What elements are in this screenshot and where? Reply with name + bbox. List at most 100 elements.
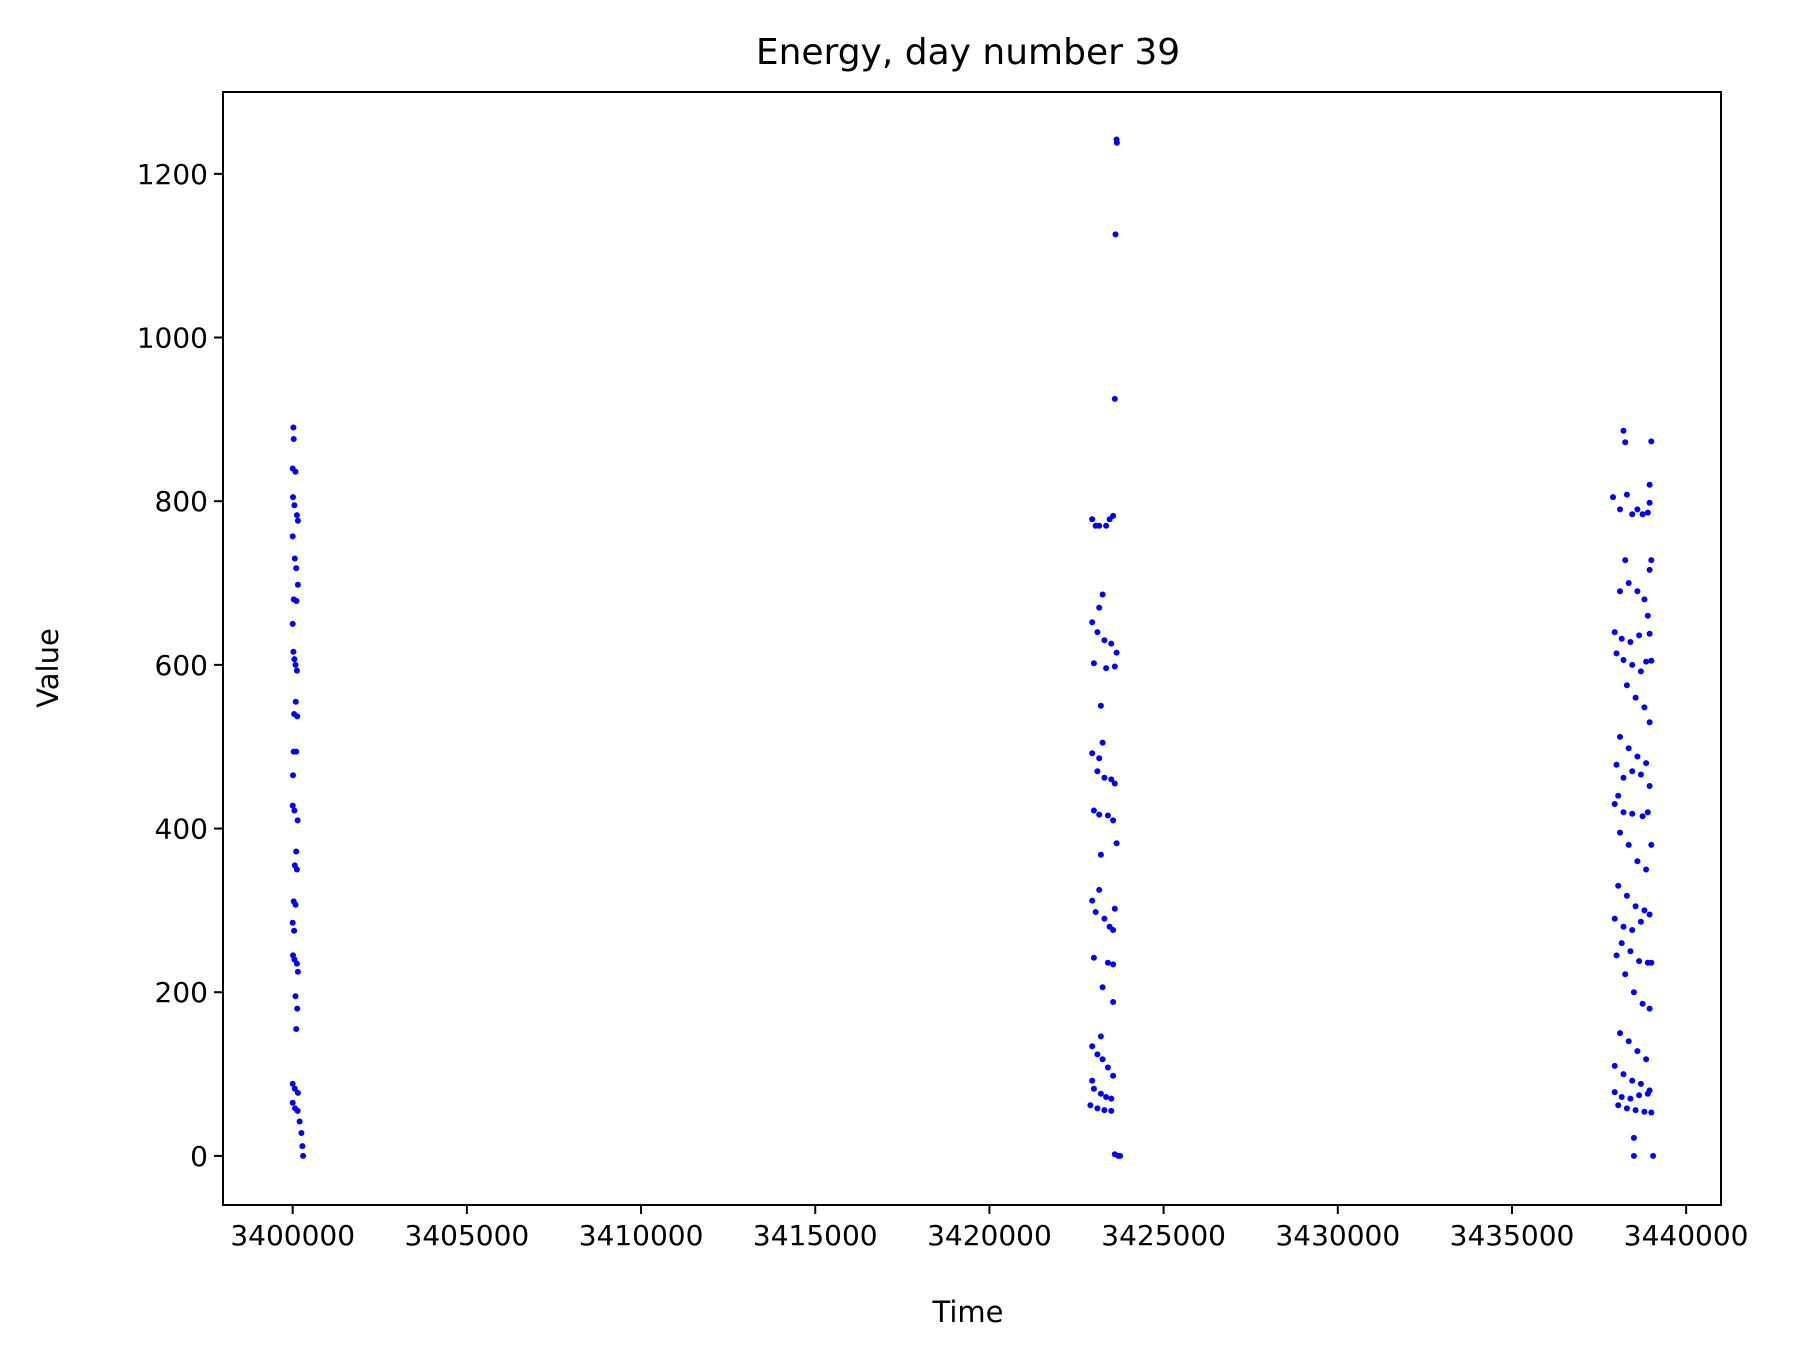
data-point (294, 581, 301, 588)
data-point (1646, 630, 1653, 637)
data-point (293, 598, 300, 604)
data-point (294, 1107, 301, 1114)
plot-frame (222, 91, 1722, 1206)
y-tick-label: 200 (155, 976, 208, 1009)
scatter-points (289, 136, 1657, 1159)
data-point (1634, 858, 1641, 865)
data-point (1646, 911, 1653, 918)
data-point (1648, 657, 1655, 664)
data-point (1103, 665, 1110, 672)
data-point (1639, 813, 1646, 820)
data-point (1113, 139, 1120, 146)
data-point (1641, 704, 1648, 711)
data-point (1617, 588, 1623, 595)
x-tick-label: 3415000 (753, 1219, 878, 1252)
data-point (1636, 632, 1643, 639)
data-point (292, 661, 299, 668)
data-point (1643, 866, 1650, 873)
y-tick-label: 0 (190, 1140, 208, 1173)
data-point (1611, 915, 1618, 922)
data-point (298, 1130, 305, 1136)
data-point (1646, 783, 1653, 789)
data-point (1101, 774, 1108, 781)
data-point (293, 512, 300, 519)
data-point (1629, 768, 1636, 775)
data-point (290, 494, 296, 501)
data-point (1615, 1102, 1622, 1109)
data-point (1648, 1109, 1655, 1116)
data-point (1629, 661, 1636, 668)
data-point (1096, 522, 1103, 529)
data-point (1615, 792, 1622, 799)
data-point (1643, 658, 1650, 665)
data-point (294, 968, 301, 975)
data-point (1637, 1080, 1644, 1087)
data-point (1110, 927, 1117, 933)
data-point (1094, 1051, 1101, 1058)
data-point (1643, 1056, 1650, 1063)
data-point (1646, 499, 1653, 506)
data-point (1646, 1005, 1653, 1012)
data-point (289, 533, 296, 540)
data-point (1637, 668, 1644, 675)
data-point (1620, 1071, 1627, 1078)
data-point (1641, 1108, 1648, 1115)
data-point (1648, 438, 1655, 445)
data-point (1620, 809, 1627, 816)
data-point (1636, 1092, 1643, 1099)
data-point (290, 424, 297, 431)
data-point (1627, 639, 1634, 645)
data-point (1618, 940, 1625, 947)
x-tick-label: 3440000 (1624, 1219, 1749, 1252)
data-point (289, 620, 296, 627)
data-point (1090, 807, 1097, 814)
x-tick-label: 3435000 (1450, 1219, 1575, 1252)
data-point (1629, 511, 1636, 518)
data-point (1090, 660, 1097, 667)
data-point (1620, 427, 1627, 434)
data-point (1617, 829, 1623, 836)
data-point (1610, 494, 1616, 501)
x-tick-label: 3405000 (405, 1219, 530, 1252)
x-tick-label: 3430000 (1275, 1219, 1400, 1252)
data-point (1097, 851, 1104, 858)
data-point (292, 901, 299, 908)
data-point (1099, 591, 1106, 598)
data-point (1646, 481, 1653, 488)
y-tick-label: 1000 (137, 322, 208, 355)
data-point (1101, 637, 1108, 644)
data-point (1625, 580, 1632, 586)
data-point (1113, 840, 1120, 847)
data-point (289, 919, 296, 926)
data-point (1646, 566, 1653, 573)
data-point (289, 1080, 296, 1087)
x-tick-label: 3400000 (230, 1219, 355, 1252)
data-point (1623, 892, 1630, 899)
data-point (1611, 629, 1618, 636)
data-point (1622, 557, 1629, 564)
data-point (293, 848, 300, 855)
data-point (290, 772, 296, 779)
y-tick-label: 1200 (137, 158, 208, 191)
data-point (1111, 905, 1118, 912)
data-point (1641, 907, 1648, 914)
data-point (1644, 1090, 1651, 1097)
data-point (1618, 635, 1625, 642)
data-point (1108, 1107, 1115, 1114)
data-point (1639, 511, 1646, 518)
x-tick-label: 3425000 (1101, 1219, 1226, 1252)
data-point (1646, 719, 1653, 726)
data-point (1089, 1043, 1096, 1050)
data-point (1092, 909, 1099, 915)
data-point (1110, 512, 1117, 519)
data-point (293, 667, 300, 674)
data-point (1101, 1107, 1108, 1114)
data-point (1096, 604, 1103, 611)
x-axis-ticks: 3400000 3405000 3410000 3415000 3420000 34250… (230, 1205, 1749, 1252)
data-point (291, 807, 298, 814)
data-point (1089, 1077, 1096, 1084)
data-point (291, 1085, 298, 1092)
data-point (290, 648, 297, 655)
